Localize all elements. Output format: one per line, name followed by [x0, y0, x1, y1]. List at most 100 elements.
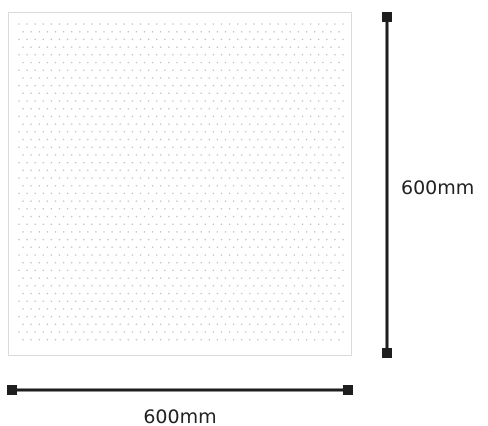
perforation-dot — [99, 146, 101, 148]
perforation-dot — [281, 215, 283, 218]
perforation-dot — [74, 254, 77, 256]
perforation-dot — [253, 269, 255, 272]
perforation-dot — [115, 269, 117, 272]
perforation-dot — [208, 184, 211, 187]
perforation-dot — [257, 246, 259, 249]
perforation-dot — [249, 231, 251, 233]
perforation-dot — [297, 154, 300, 156]
perforation-dot — [99, 269, 101, 272]
perforation-dot — [334, 223, 336, 225]
perforation-dot — [168, 138, 170, 141]
perforation-dot — [338, 92, 340, 95]
perforation-dot — [245, 254, 247, 256]
perforation-dot — [46, 46, 49, 48]
perforation-dot — [34, 69, 36, 71]
perforation-dot — [192, 215, 194, 218]
perforation-dot — [111, 169, 113, 172]
perforation-dot — [123, 54, 126, 56]
perforation-dot — [224, 292, 227, 295]
perforation-dot — [79, 184, 81, 187]
perforation-dot — [281, 92, 283, 95]
perforation-dot — [220, 161, 223, 164]
perforation-dot — [74, 54, 77, 56]
perforation-dot — [139, 192, 142, 195]
perforation-dot — [273, 107, 275, 110]
perforation-dot — [277, 223, 279, 225]
perforation-dot — [180, 285, 182, 287]
perforation-dot — [342, 23, 344, 25]
perforation-dot — [164, 269, 166, 272]
perforation-dot — [338, 77, 340, 79]
perforation-dot — [236, 331, 239, 333]
perforation-dot — [147, 285, 150, 287]
perforation-dot — [245, 146, 247, 148]
perforation-dot — [188, 23, 190, 25]
perforation-dot — [228, 84, 231, 87]
perforation-dot — [180, 54, 182, 56]
perforation-dot — [232, 292, 235, 295]
perforation-dot — [74, 300, 77, 302]
perforation-dot — [313, 292, 316, 295]
perforation-dot — [83, 115, 85, 118]
perforation-dot — [127, 123, 130, 125]
perforation-dot — [204, 131, 207, 133]
perforation-dot — [184, 123, 186, 125]
perforation-dot — [236, 254, 239, 256]
perforation-dot — [342, 238, 344, 241]
perforation-dot — [38, 77, 41, 79]
perforation-dot — [301, 269, 304, 272]
perforation-dot — [155, 54, 158, 56]
perforation-dot — [83, 300, 85, 302]
perforation-dot — [200, 277, 202, 279]
perforation-dot — [342, 115, 344, 118]
perforation-dot — [342, 285, 344, 287]
perforation-dot — [257, 77, 259, 79]
perforation-dot — [326, 84, 328, 87]
perforation-dot — [91, 115, 93, 118]
perforation-dot — [192, 77, 194, 79]
perforation-dot — [143, 308, 146, 310]
perforation-dot — [309, 54, 312, 56]
perforation-dot — [297, 46, 300, 48]
perforation-dot — [139, 177, 142, 179]
perforation-dot — [164, 254, 166, 256]
perforation-dot — [330, 308, 332, 310]
perforation-dot — [79, 61, 81, 64]
perforation-dot — [305, 123, 308, 125]
perforation-dot — [322, 323, 324, 326]
perforation-dot — [273, 292, 275, 295]
perforation-dot — [42, 161, 45, 164]
perforation-dot — [253, 285, 255, 287]
perforation-dot — [107, 54, 109, 56]
perforation-dot — [192, 292, 194, 295]
perforation-dot — [196, 331, 198, 333]
perforation-dot — [232, 123, 235, 125]
perforation-dot — [38, 46, 41, 48]
perforation-dot — [155, 192, 158, 195]
perforation-dot — [322, 92, 324, 95]
perforation-dot — [330, 123, 332, 125]
perforation-dot — [115, 100, 117, 102]
perforation-dot — [285, 23, 288, 25]
perforation-dot — [127, 154, 130, 156]
perforation-dot — [289, 154, 292, 156]
perforation-dot — [62, 92, 65, 95]
perforation-dot — [334, 254, 336, 256]
perforation-dot — [196, 161, 198, 164]
perforation-dot — [151, 200, 154, 202]
perforation-dot — [103, 246, 105, 249]
perforation-dot — [164, 23, 166, 25]
perforation-dot — [253, 223, 255, 225]
perforation-dot — [293, 54, 296, 56]
perforation-dot — [26, 177, 28, 179]
perforation-dot — [289, 246, 292, 249]
perforation-dot — [99, 131, 101, 133]
perforation-dot — [155, 223, 158, 225]
perforation-dot — [26, 146, 28, 148]
perforation-dot — [305, 323, 308, 326]
perforation-dot — [42, 254, 45, 256]
perforation-dot — [151, 277, 154, 279]
perforation-dot — [245, 238, 247, 241]
perforation-dot — [115, 161, 117, 164]
perforation-dot — [50, 38, 53, 41]
